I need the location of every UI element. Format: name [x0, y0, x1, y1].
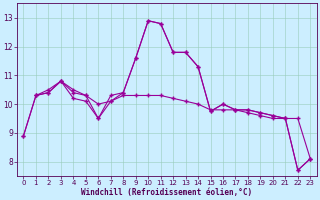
X-axis label: Windchill (Refroidissement éolien,°C): Windchill (Refroidissement éolien,°C)	[81, 188, 252, 197]
